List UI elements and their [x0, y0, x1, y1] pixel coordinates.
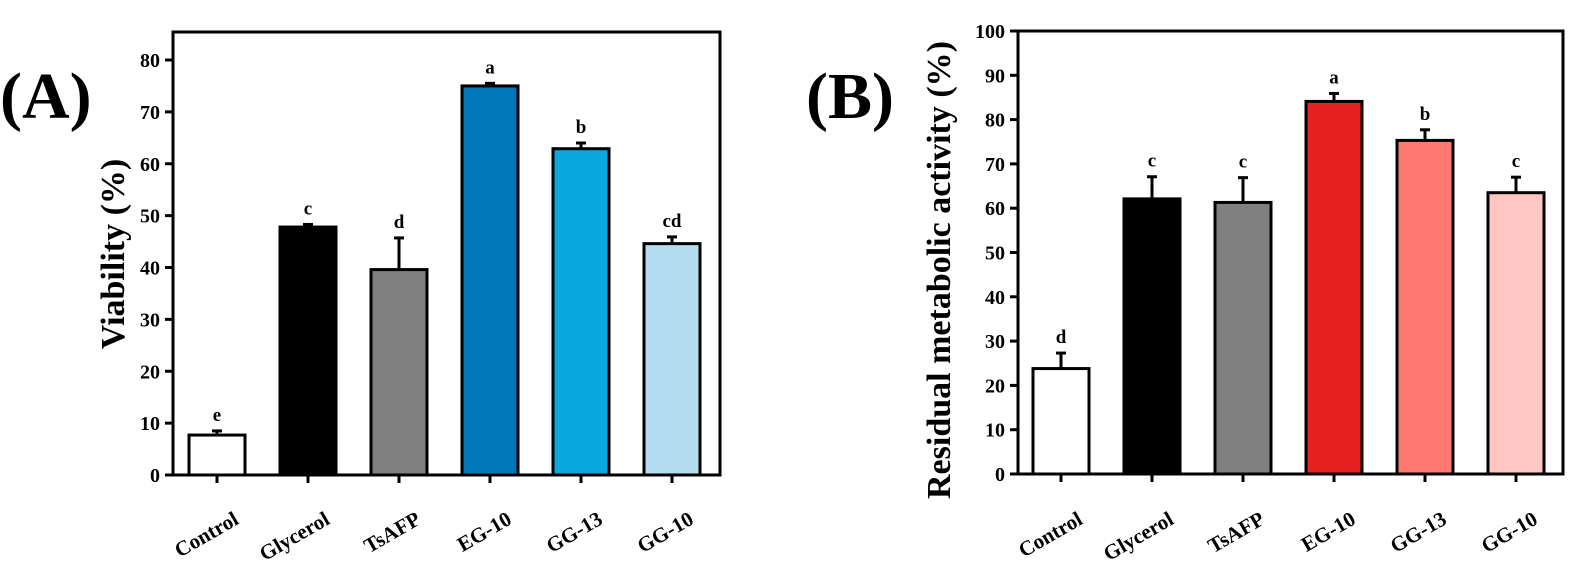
- panel-b-y-tick-label: 90: [985, 65, 1005, 87]
- panel-b-significance-label: c: [1512, 151, 1520, 172]
- panel-a-significance-label: e: [213, 405, 221, 426]
- panel-a-y-tick-label: 10: [140, 413, 160, 435]
- panel-a-y-tick-label: 60: [140, 154, 160, 176]
- panel-b-significance-label: c: [1148, 151, 1156, 172]
- panel-b-y-tick-label: 20: [985, 375, 1005, 397]
- panel-b-y-axis-title: Residual metabolic activity (%): [921, 41, 958, 499]
- panel-b-significance-label: c: [1239, 152, 1247, 173]
- panel-a-category-label: EG-10: [453, 507, 516, 557]
- panel-a-viability-chart: (A) Viability (%) 0 10 20 30 40 50 60 70 80 e Cont…: [0, 30, 722, 566]
- panel-a-y-axis-title: Viability (%): [95, 159, 132, 349]
- panel-b-significance-label: a: [1329, 67, 1339, 88]
- panel-b-significance-label: b: [1420, 104, 1431, 125]
- panel-b-y-tick-label: 10: [985, 420, 1005, 442]
- panel-b-metabolic-activity-chart: (B) Residual metabolic activity (%) 0 10 2…: [806, 21, 1565, 566]
- panel-a-bar-gg-10: [642, 242, 702, 477]
- panel-a-bar-glycerol: [278, 225, 338, 477]
- panel-a-axes-frame: [171, 30, 722, 477]
- panel-a-category-label: GG-13: [542, 507, 607, 558]
- panel-a-label: (A): [0, 60, 92, 133]
- panel-b-y-tick-label: 50: [985, 243, 1005, 265]
- panel-a-category-label: GG-10: [633, 507, 698, 558]
- panel-a-y-tick-label: 50: [140, 206, 160, 228]
- panel-b-y-tick-label: 0: [995, 464, 1005, 486]
- panel-b-bar-glycerol: [1122, 197, 1182, 476]
- panel-b-bar-tsafp: [1213, 200, 1273, 476]
- panel-a-bar-eg-10: [460, 84, 520, 477]
- panel-b-category-label: EG-10: [1297, 507, 1360, 557]
- panel-b-y-tick-label: 40: [985, 287, 1005, 309]
- panel-a-y-tick-label: 70: [140, 102, 160, 124]
- panel-b-bar-eg-10: [1304, 99, 1364, 476]
- panel-b-bar-gg-10: [1486, 191, 1546, 476]
- panel-b-y-tick-label: 30: [985, 331, 1005, 353]
- panel-b-y-tick-label: 100: [975, 21, 1005, 43]
- panel-b-category-label: TsAFP: [1204, 507, 1269, 558]
- panel-b-category-label: GG-13: [1386, 507, 1451, 558]
- panel-b-bar-gg-13: [1395, 138, 1455, 476]
- panel-a-category-label: Glycerol: [255, 507, 333, 566]
- panel-b-category-label: Control: [1014, 507, 1086, 563]
- panel-a-significance-label: c: [304, 198, 312, 219]
- panel-a-category-label: TsAFP: [360, 507, 425, 558]
- panel-a-y-tick-label: 40: [140, 258, 160, 280]
- panel-a-significance-label: d: [394, 212, 405, 233]
- panel-b-bar-control: [1031, 367, 1091, 476]
- panel-b-category-label: GG-10: [1477, 507, 1542, 558]
- panel-b-axes-frame: [1016, 29, 1565, 476]
- panel-b-y-tick-label: 60: [985, 198, 1005, 220]
- panel-a-y-tick-label: 0: [150, 465, 160, 487]
- panel-b-significance-label: d: [1056, 327, 1067, 348]
- panel-a-bar-control: [187, 433, 247, 477]
- panel-b-y-tick-label: 80: [985, 110, 1005, 132]
- panel-b-category-label: Glycerol: [1099, 507, 1177, 566]
- panel-a-significance-label: b: [576, 117, 587, 138]
- panel-a-category-label: Control: [170, 507, 242, 563]
- panel-b-y-tick-label: 70: [985, 154, 1005, 176]
- panel-a-y-tick-label: 30: [140, 309, 160, 331]
- panel-a-y-tick-label: 80: [140, 50, 160, 72]
- panel-b-label: (B): [806, 60, 894, 133]
- panel-a-significance-label: a: [485, 57, 495, 78]
- panel-a-significance-label: cd: [663, 211, 682, 232]
- panel-a-y-tick-label: 20: [140, 361, 160, 383]
- panel-a-bar-gg-13: [551, 147, 611, 477]
- panel-a-bar-tsafp: [369, 268, 429, 477]
